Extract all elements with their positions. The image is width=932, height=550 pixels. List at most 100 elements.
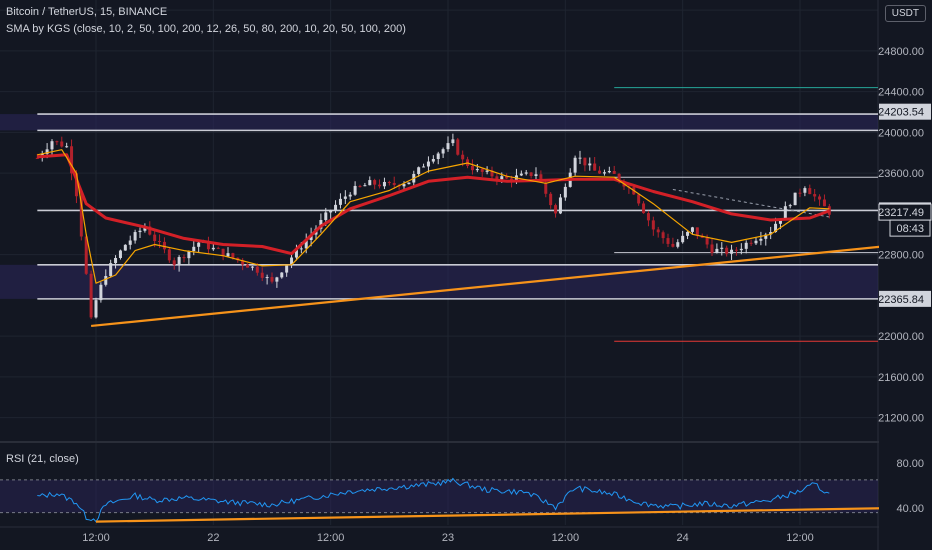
- bullish-candle-body[interactable]: [407, 182, 411, 185]
- bullish-candle-body[interactable]: [803, 188, 807, 193]
- bearish-candle-body[interactable]: [818, 196, 822, 200]
- bullish-candle-body[interactable]: [558, 197, 562, 214]
- bearish-candle-body[interactable]: [593, 163, 597, 171]
- bearish-candle-body[interactable]: [529, 172, 533, 177]
- bullish-candle-body[interactable]: [431, 159, 435, 162]
- bullish-candle-body[interactable]: [788, 205, 792, 207]
- bearish-candle-body[interactable]: [172, 260, 176, 265]
- symbol-legend[interactable]: Bitcoin / TetherUS, 15, BINANCE: [6, 6, 168, 18]
- bullish-candle-body[interactable]: [676, 242, 680, 247]
- bearish-candle-body[interactable]: [182, 257, 186, 259]
- bullish-candle-body[interactable]: [343, 196, 347, 199]
- bearish-candle-body[interactable]: [725, 247, 729, 254]
- bullish-candle-body[interactable]: [519, 173, 523, 176]
- bearish-candle-body[interactable]: [495, 176, 499, 180]
- bearish-candle-body[interactable]: [695, 227, 699, 236]
- bullish-candle-body[interactable]: [793, 192, 797, 206]
- bullish-candle-body[interactable]: [265, 277, 269, 279]
- bearish-candle-body[interactable]: [206, 241, 210, 250]
- bearish-candle-body[interactable]: [480, 169, 484, 172]
- bearish-candle-body[interactable]: [554, 205, 558, 214]
- bearish-candle-body[interactable]: [55, 141, 59, 143]
- bullish-candle-body[interactable]: [133, 232, 137, 241]
- bearish-candle-body[interactable]: [505, 176, 509, 179]
- bearish-candle-body[interactable]: [646, 213, 650, 221]
- trendlines[interactable]: [91, 244, 893, 328]
- bearish-candle-body[interactable]: [651, 220, 655, 230]
- bearish-candle-body[interactable]: [456, 139, 460, 155]
- level-price-badge[interactable]: [879, 103, 931, 120]
- bullish-candle-body[interactable]: [94, 300, 98, 318]
- bullish-candle-body[interactable]: [422, 166, 426, 168]
- bearish-candle-body[interactable]: [84, 236, 88, 274]
- bullish-candle-body[interactable]: [304, 239, 308, 249]
- bullish-candle-body[interactable]: [114, 257, 118, 264]
- bullish-candle-body[interactable]: [382, 181, 386, 187]
- bullish-candle-body[interactable]: [45, 149, 49, 154]
- bullish-candle-body[interactable]: [715, 248, 719, 254]
- bearish-candle-body[interactable]: [671, 243, 675, 247]
- bullish-candle-body[interactable]: [128, 240, 132, 245]
- bearish-candle-body[interactable]: [642, 203, 646, 214]
- sma-indicator-legend[interactable]: SMA by KGS (close, 10, 2, 50, 100, 200, …: [6, 23, 406, 35]
- bullish-candle-body[interactable]: [65, 146, 69, 148]
- currency-badge[interactable]: USDT: [884, 5, 926, 22]
- bearish-candle-body[interactable]: [813, 194, 817, 197]
- bearish-candle-body[interactable]: [510, 178, 514, 181]
- bearish-candle-body[interactable]: [539, 174, 543, 183]
- bearish-candle-body[interactable]: [373, 180, 377, 185]
- bullish-candle-body[interactable]: [299, 248, 303, 250]
- bullish-candle-body[interactable]: [275, 277, 279, 282]
- bearish-candle-body[interactable]: [378, 184, 382, 187]
- bearish-candle-body[interactable]: [89, 273, 93, 318]
- bullish-candle-body[interactable]: [104, 275, 108, 285]
- bearish-candle-body[interactable]: [358, 185, 362, 187]
- bullish-candle-body[interactable]: [226, 253, 230, 257]
- bullish-candle-body[interactable]: [500, 176, 504, 180]
- bullish-candle-body[interactable]: [285, 264, 289, 273]
- bullish-candle-body[interactable]: [334, 204, 338, 211]
- bullish-candle-body[interactable]: [118, 250, 122, 258]
- bearish-candle-body[interactable]: [60, 141, 64, 147]
- bullish-candle-body[interactable]: [451, 139, 455, 144]
- bullish-candle-body[interactable]: [588, 163, 592, 166]
- bullish-candle-body[interactable]: [681, 235, 685, 243]
- bullish-candle-body[interactable]: [563, 186, 567, 198]
- bullish-candle-body[interactable]: [329, 210, 333, 213]
- bearish-candle-body[interactable]: [461, 154, 465, 160]
- bullish-candle-body[interactable]: [730, 249, 734, 254]
- bullish-candle-body[interactable]: [50, 141, 54, 150]
- level-price-badge[interactable]: [879, 290, 931, 307]
- bearish-candle-body[interactable]: [808, 188, 812, 195]
- time-axis[interactable]: 12:00 22 12:00 23 12:00 24 12:00: [82, 532, 814, 544]
- bullish-candle-body[interactable]: [436, 153, 440, 160]
- price-axis[interactable]: 24800.00 24400.00 24000.00 23600.00 22800.00…: [878, 0, 932, 550]
- bearish-candle-body[interactable]: [637, 194, 641, 204]
- bullish-candle-body[interactable]: [759, 238, 763, 241]
- bullish-candle-body[interactable]: [368, 180, 372, 186]
- bullish-candle-body[interactable]: [441, 149, 445, 154]
- bearish-candle-body[interactable]: [490, 170, 494, 177]
- bearish-candle-body[interactable]: [666, 238, 670, 244]
- bullish-candle-body[interactable]: [686, 231, 690, 236]
- bullish-candle-body[interactable]: [744, 242, 748, 249]
- bullish-candle-body[interactable]: [294, 248, 298, 258]
- bearish-candle-body[interactable]: [35, 157, 39, 159]
- bearish-candle-body[interactable]: [167, 249, 171, 261]
- bullish-candle-body[interactable]: [417, 167, 421, 174]
- bullish-candle-body[interactable]: [607, 170, 611, 173]
- bearish-candle-body[interactable]: [162, 241, 166, 250]
- bearish-candle-body[interactable]: [798, 192, 802, 194]
- bearish-candle-body[interactable]: [617, 173, 621, 182]
- bearish-candle-body[interactable]: [822, 199, 826, 207]
- bearish-candle-body[interactable]: [148, 226, 152, 235]
- bullish-candle-body[interactable]: [426, 161, 430, 167]
- bearish-candle-body[interactable]: [583, 157, 587, 166]
- bullish-candle-body[interactable]: [187, 250, 191, 259]
- bearish-candle-body[interactable]: [270, 277, 274, 282]
- bullish-candle-body[interactable]: [348, 194, 352, 197]
- bearish-candle-body[interactable]: [734, 249, 738, 251]
- bearish-candle-body[interactable]: [221, 248, 225, 257]
- bullish-candle-body[interactable]: [754, 240, 758, 244]
